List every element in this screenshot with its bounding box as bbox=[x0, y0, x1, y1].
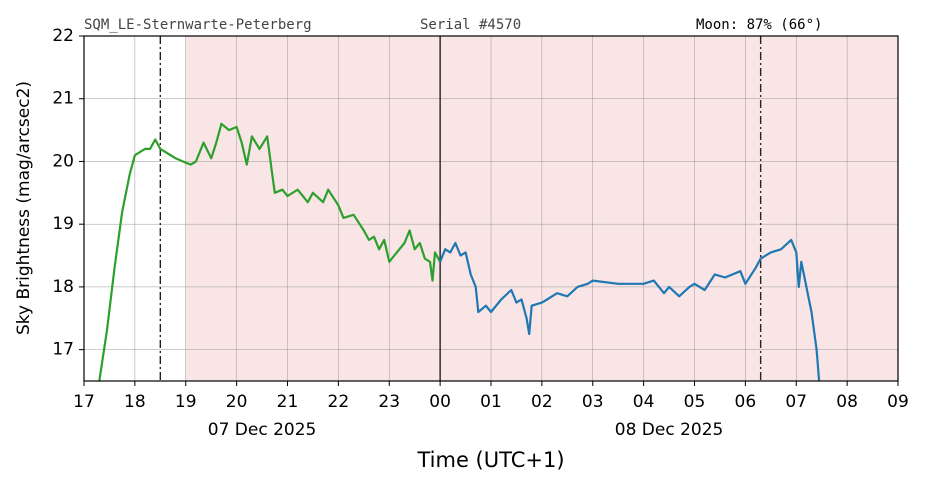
plot-frame bbox=[83, 35, 899, 382]
moon-info: Moon: 87% (66°) bbox=[696, 17, 822, 33]
x-tick-label: 20 bbox=[226, 392, 248, 412]
x-tick-label: 02 bbox=[531, 392, 553, 412]
x-tick-label: 22 bbox=[328, 392, 350, 412]
brightness-line bbox=[98, 122, 442, 382]
station-name: SQM_LE-Sternwarte-Peterberg bbox=[84, 17, 312, 33]
brightness-line bbox=[439, 238, 821, 382]
x-tick-label: 21 bbox=[277, 392, 299, 412]
y-tick-label: 22 bbox=[52, 26, 74, 46]
x-tick-label: 04 bbox=[633, 392, 655, 412]
x-tick-label: 07 bbox=[785, 392, 807, 412]
y-tick-label: 17 bbox=[52, 340, 74, 360]
serial: Serial #4570 bbox=[420, 17, 521, 33]
y-tick-label: 20 bbox=[52, 151, 74, 171]
x-tick-label: 08 bbox=[836, 392, 858, 412]
x-tick-label: 05 bbox=[684, 392, 706, 412]
x-tick-label: 18 bbox=[124, 392, 146, 412]
x-tick-label: 06 bbox=[735, 392, 757, 412]
x-tick-label: 23 bbox=[378, 392, 400, 412]
date-label: 08 Dec 2025 bbox=[615, 420, 724, 440]
y-tick-label: 21 bbox=[52, 89, 74, 109]
x-tick-label: 03 bbox=[582, 392, 604, 412]
y-tick-label: 18 bbox=[52, 277, 74, 297]
x-tick-label: 00 bbox=[429, 392, 451, 412]
x-tick-label: 01 bbox=[480, 392, 502, 412]
x-tick-label: 09 bbox=[887, 392, 909, 412]
date-label: 07 Dec 2025 bbox=[208, 420, 317, 440]
x-tick-label: 19 bbox=[175, 392, 197, 412]
y-axis-label: Sky Brightness (mag/arcsec2) bbox=[14, 81, 34, 335]
y-tick-label: 19 bbox=[52, 214, 74, 234]
x-axis-label: Time (UTC+1) bbox=[416, 448, 564, 472]
x-tick-label: 17 bbox=[73, 392, 95, 412]
